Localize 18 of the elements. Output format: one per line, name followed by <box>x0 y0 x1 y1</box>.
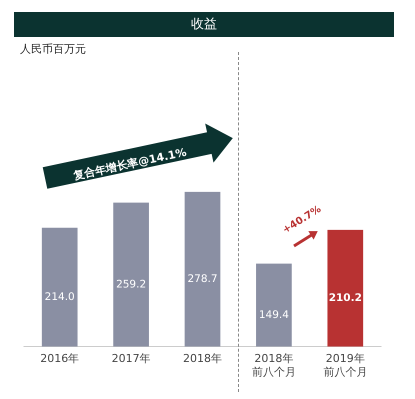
text: 人民币百万元 <box>20 42 86 56</box>
data-label: 278.7 <box>187 272 218 285</box>
data-label: 149.4 <box>258 308 290 321</box>
chart-title: 收益 <box>14 12 394 37</box>
data-label: 259.2 <box>116 278 146 290</box>
bar <box>113 202 149 347</box>
data-label: 210.2 <box>328 292 362 304</box>
x-tick-label: 2018年前八个月 <box>252 352 296 378</box>
x-tick-label: 2018年 <box>183 352 222 366</box>
bar <box>184 192 220 347</box>
data-label: 214.0 <box>44 290 75 303</box>
bar <box>327 230 364 347</box>
x-tick-label: 2017年 <box>112 352 151 366</box>
text: 复合年增长率@14.1% <box>71 146 188 183</box>
x-tick-label: 2016年 <box>40 352 80 366</box>
x-tick-label: 2019年前八个月 <box>323 352 368 378</box>
bar <box>256 264 292 347</box>
bar <box>42 228 78 347</box>
